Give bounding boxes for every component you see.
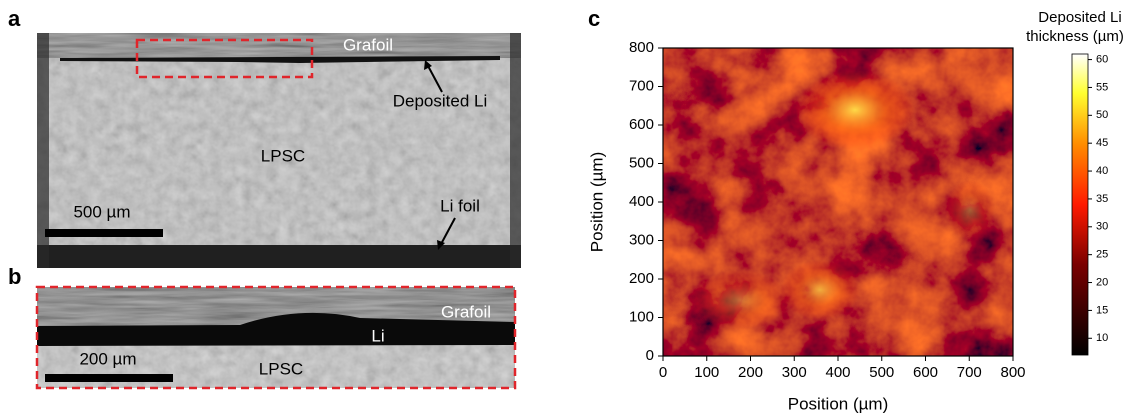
annotation: LPSC: [261, 146, 305, 165]
x-tick-label: 600: [913, 364, 938, 381]
y-tick-label: 400: [629, 193, 654, 210]
annotation: Li foil: [440, 196, 480, 215]
y-tick-label: 600: [629, 116, 654, 133]
colorbar-tick-label: 50: [1096, 109, 1108, 121]
colorbar-tick-label: 60: [1096, 53, 1108, 65]
scale-bar-label: 500 µm: [73, 202, 130, 221]
colorbar-tick-label: 20: [1096, 276, 1108, 288]
colorbar-tick-label: 35: [1096, 193, 1108, 205]
x-tick-label: 100: [694, 364, 719, 381]
heatmap: [662, 47, 1014, 357]
y-axis-label: Position (µm): [587, 152, 606, 252]
panel-label: b: [8, 264, 21, 289]
panel-label: c: [588, 6, 600, 31]
colorbar: [1071, 53, 1089, 356]
micrograph-b: [35, 285, 517, 390]
y-tick-label: 300: [629, 231, 654, 248]
x-axis-label: Position (µm): [788, 394, 888, 413]
y-tick-label: 100: [629, 308, 654, 325]
scale-bar-label: 200 µm: [79, 349, 136, 368]
y-tick-label: 800: [629, 39, 654, 56]
y-tick-label: 500: [629, 154, 654, 171]
x-tick-label: 800: [1000, 364, 1025, 381]
annotation: Grafoil: [441, 302, 491, 321]
colorbar-tick-label: 15: [1096, 304, 1108, 316]
colorbar-tick-label: 55: [1096, 81, 1108, 93]
x-tick-label: 500: [869, 364, 894, 381]
y-tick-label: 0: [646, 347, 654, 364]
colorbar-tick-label: 10: [1096, 332, 1108, 344]
colorbar-tick-label: 30: [1096, 221, 1108, 233]
colorbar-tick-label: 40: [1096, 165, 1108, 177]
annotation: Deposited Li: [393, 91, 488, 110]
annotation: LPSC: [259, 359, 303, 378]
micrograph-a: [37, 33, 521, 268]
annotation: Grafoil: [343, 35, 393, 54]
y-tick-label: 200: [629, 270, 654, 287]
colorbar-title: Deposited Li: [1038, 9, 1121, 26]
y-tick-label: 700: [629, 77, 654, 94]
colorbar-title: thickness (µm): [1026, 28, 1124, 45]
x-tick-label: 700: [957, 364, 982, 381]
colorbar-tick-label: 45: [1096, 137, 1108, 149]
x-tick-label: 0: [659, 364, 667, 381]
x-tick-label: 300: [782, 364, 807, 381]
x-tick-label: 200: [738, 364, 763, 381]
x-tick-label: 400: [825, 364, 850, 381]
panel-label: a: [8, 6, 21, 31]
colorbar-tick-label: 25: [1096, 249, 1108, 261]
annotation: Li: [371, 326, 384, 345]
